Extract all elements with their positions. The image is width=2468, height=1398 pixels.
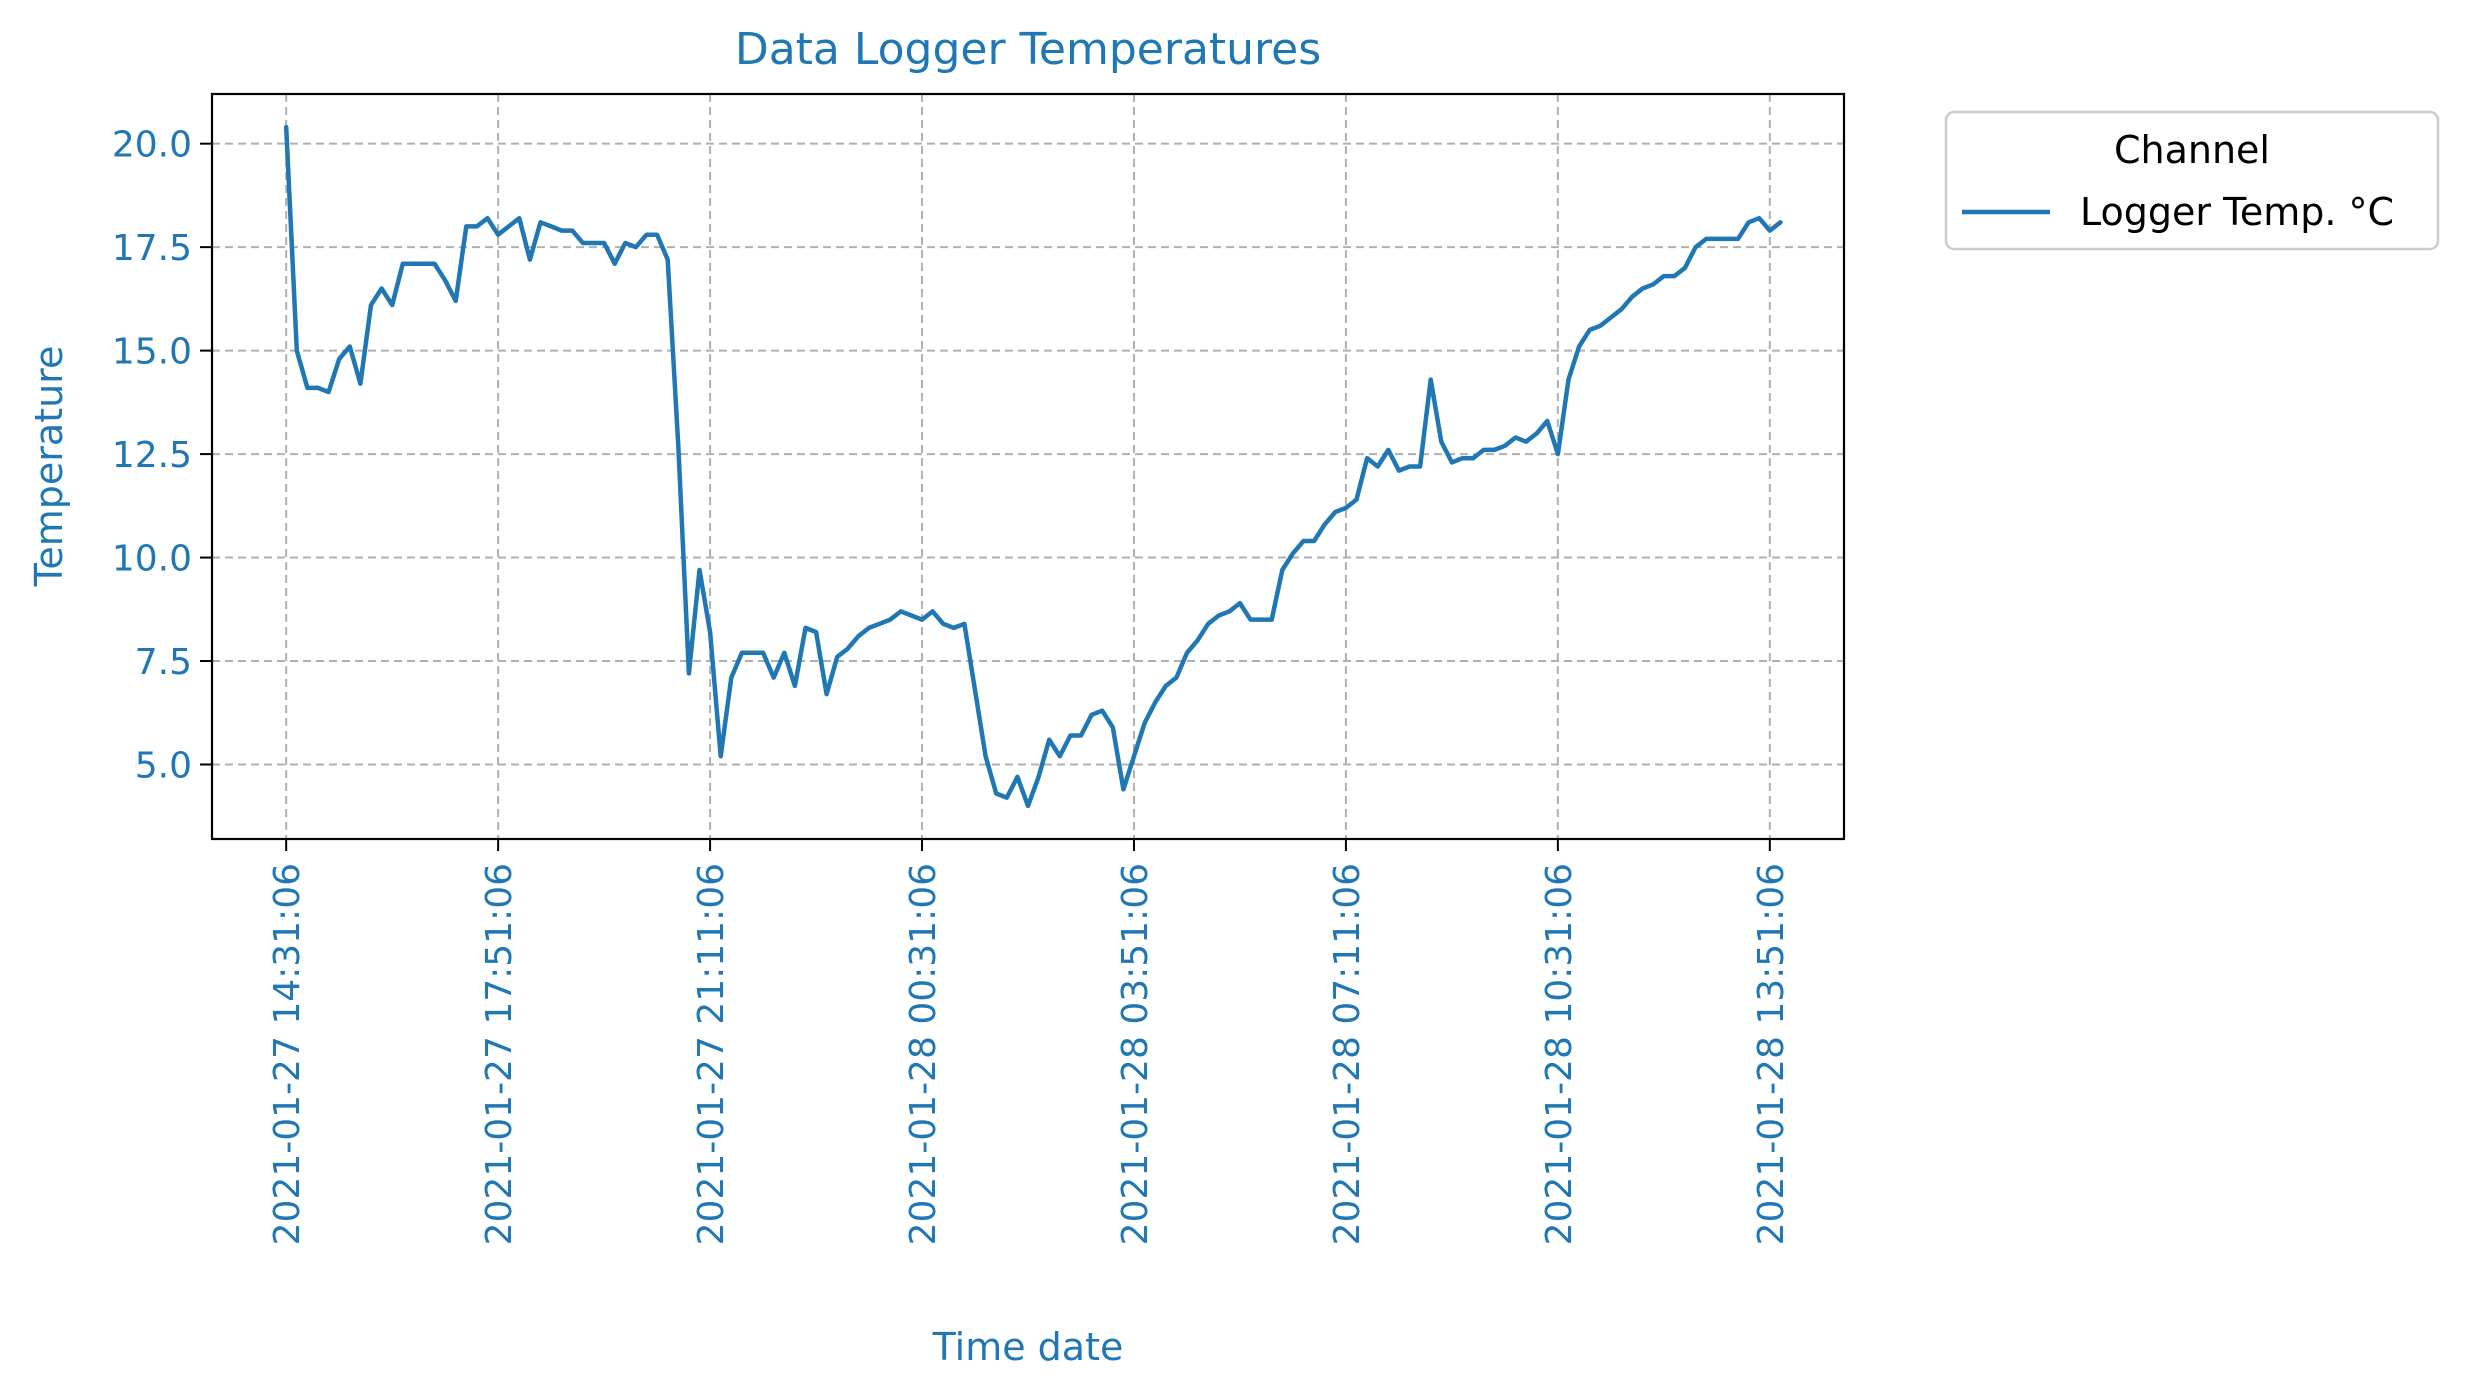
x-tick-label: 2021-01-28 07:11:06 xyxy=(1327,863,1368,1245)
x-tick-label: 2021-01-28 10:31:06 xyxy=(1539,863,1580,1245)
legend-series-label: Logger Temp. °C xyxy=(2080,190,2394,234)
x-tick-label: 2021-01-28 13:51:06 xyxy=(1751,863,1792,1245)
x-tick-label: 2021-01-27 21:11:06 xyxy=(691,863,732,1245)
x-tick-label: 2021-01-28 00:31:06 xyxy=(903,863,944,1245)
series-line-logger-temp xyxy=(283,124,1783,809)
chart-title: Data Logger Temperatures xyxy=(735,24,1321,75)
y-tick-label: 5.0 xyxy=(135,746,192,787)
x-axis-label: Time date xyxy=(932,1325,1124,1369)
legend-title: Channel xyxy=(2114,128,2270,172)
series-layer xyxy=(283,124,1783,809)
y-tick-label: 20.0 xyxy=(112,125,192,166)
y-tick-label: 17.5 xyxy=(112,228,192,269)
y-tick-label: 7.5 xyxy=(135,642,192,683)
y-tick-label: 10.0 xyxy=(112,539,192,580)
y-axis-label: Temperature xyxy=(27,346,71,588)
y-tick-label: 12.5 xyxy=(112,435,192,476)
x-tick-label: 2021-01-28 03:51:06 xyxy=(1115,863,1156,1245)
x-axis: 2021-01-27 14:31:06 2021-01-27 17:51:06 20… xyxy=(267,839,1792,1245)
y-tick-label: 15.0 xyxy=(112,332,192,373)
y-axis: 5.0 7.5 10.0 12.5 15.0 17.5 20.0 xyxy=(112,125,212,787)
x-tick-label: 2021-01-27 17:51:06 xyxy=(479,863,520,1245)
x-tick-label: 2021-01-27 14:31:06 xyxy=(267,863,308,1245)
grid-layer xyxy=(212,94,1844,839)
legend: Channel Logger Temp. °C xyxy=(1944,110,2440,251)
plot-frame xyxy=(210,92,1846,841)
legend-box xyxy=(1944,110,2440,251)
